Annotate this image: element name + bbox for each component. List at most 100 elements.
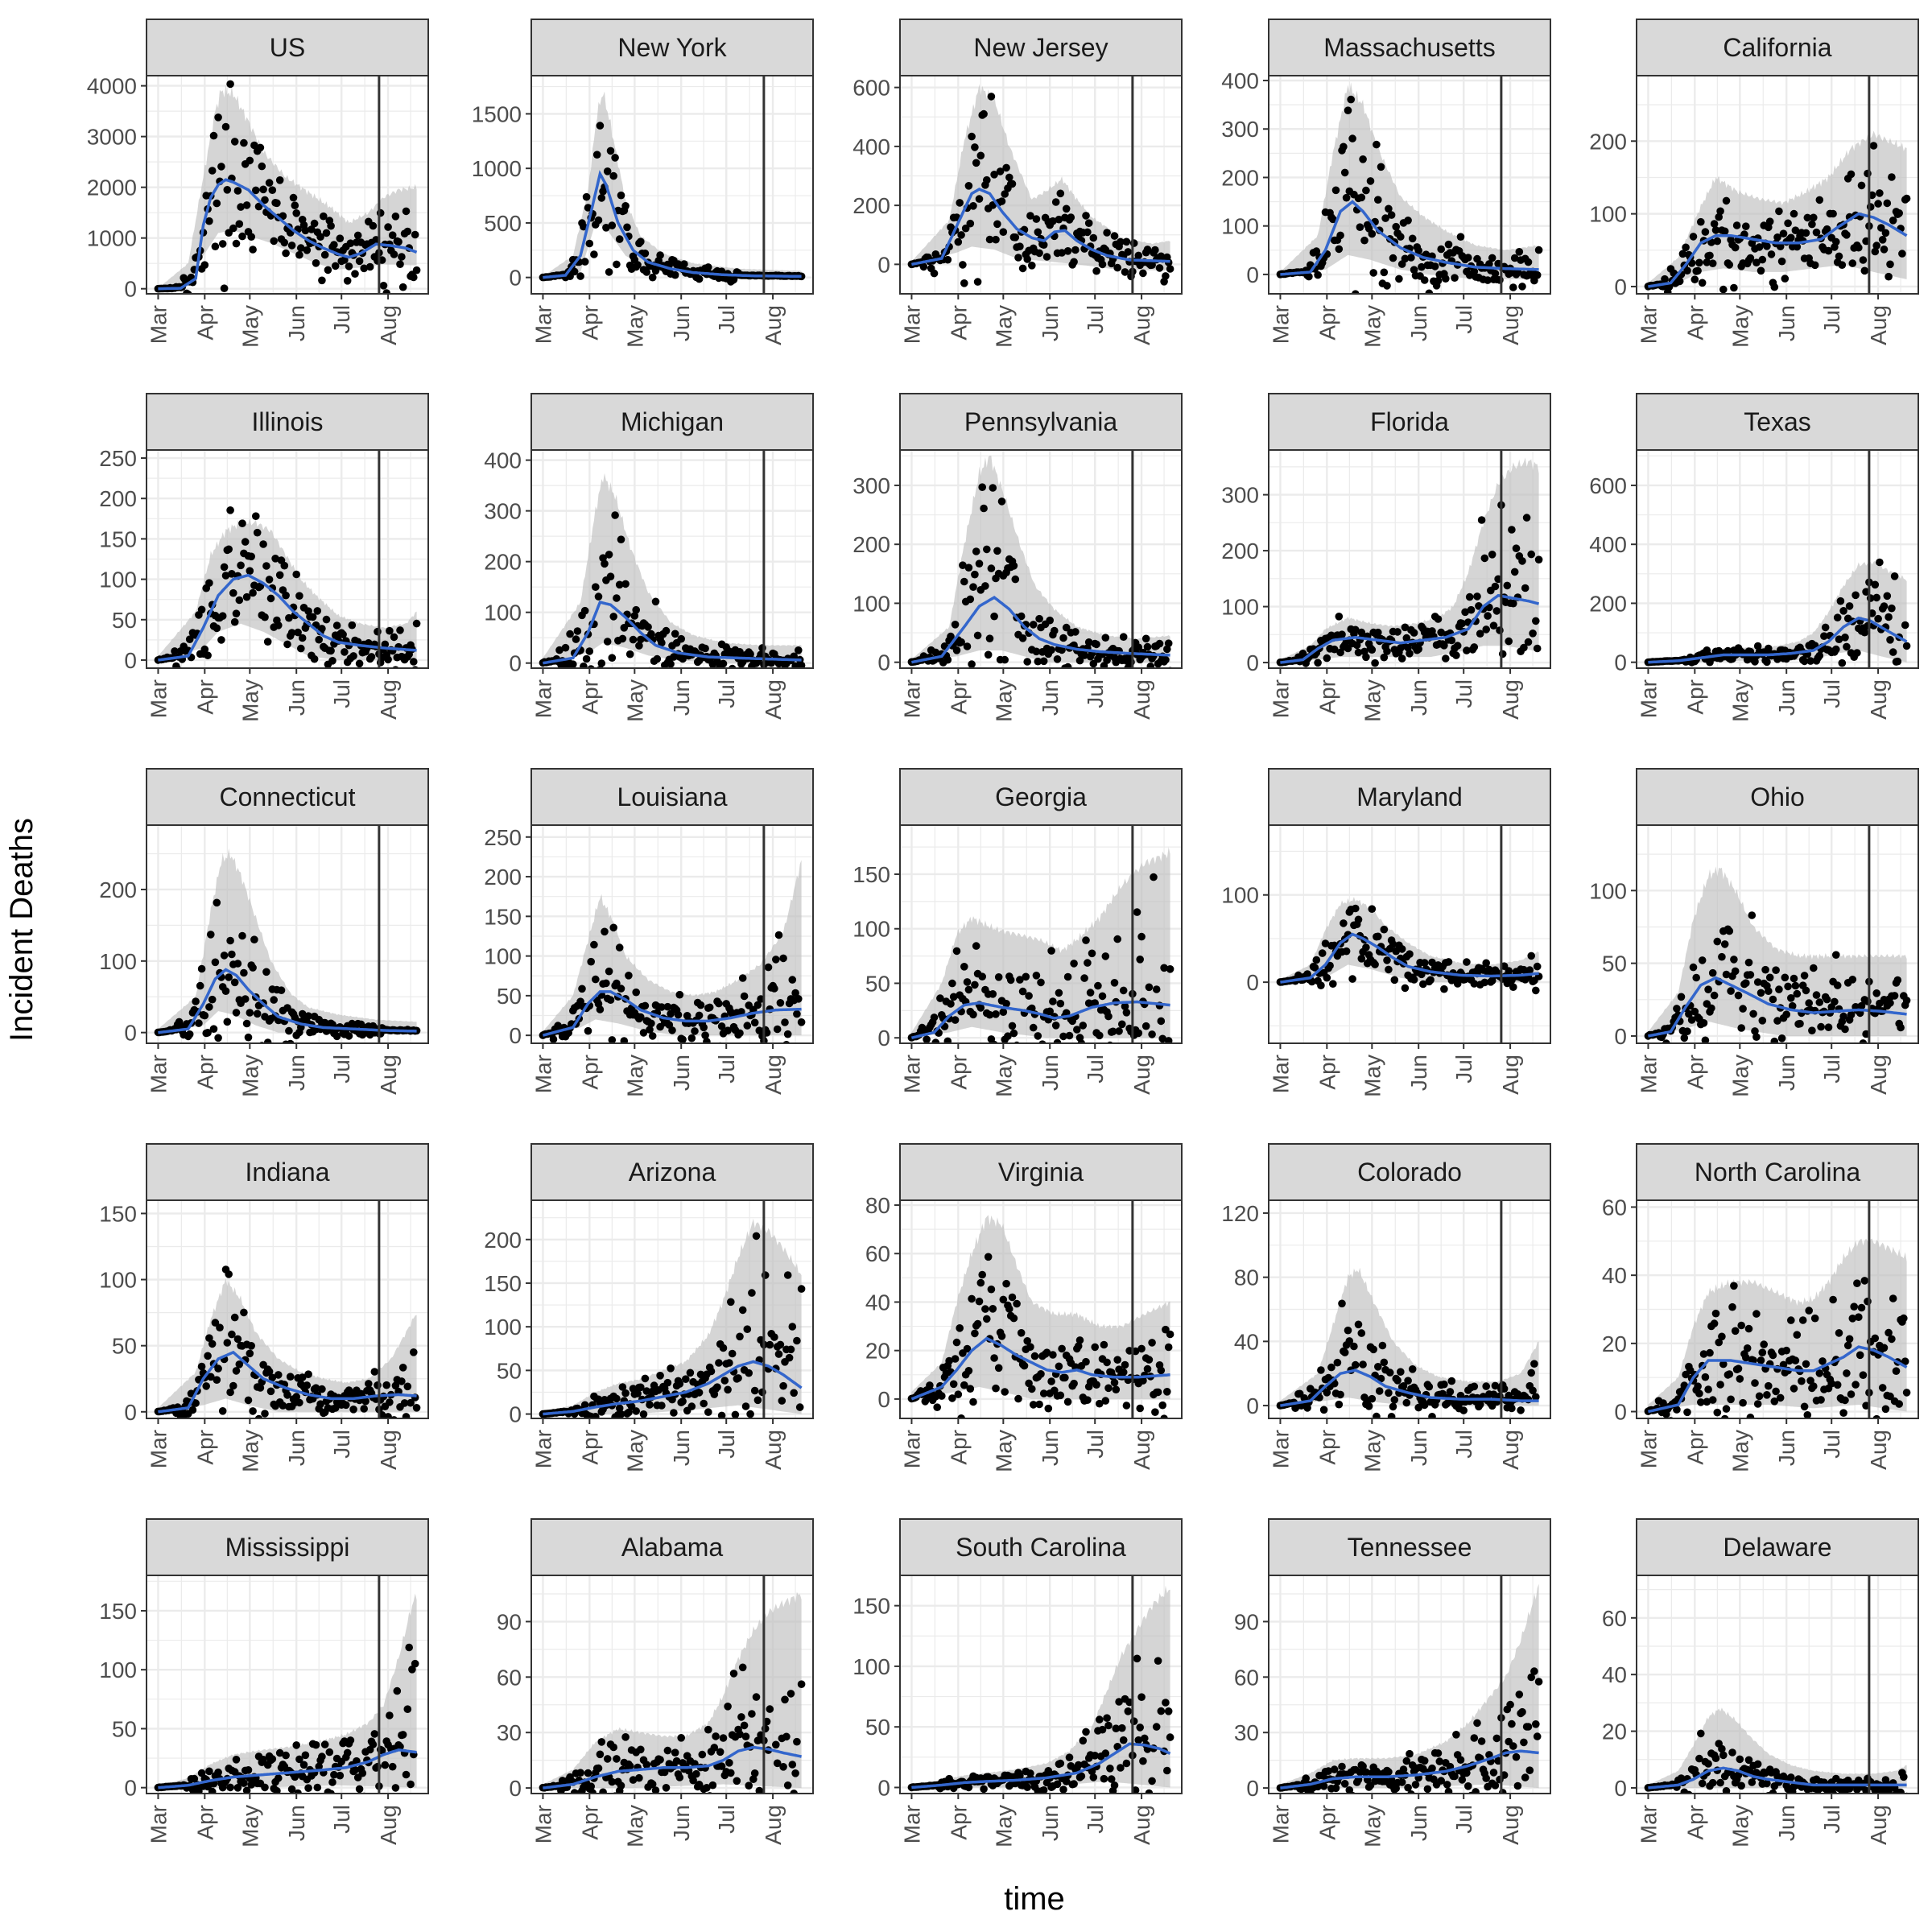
data-point xyxy=(197,964,206,973)
data-point xyxy=(261,613,269,621)
x-tick-label: Mar xyxy=(899,1055,924,1093)
data-point xyxy=(1134,643,1143,651)
data-point xyxy=(617,985,625,993)
data-point xyxy=(1071,246,1080,254)
data-point xyxy=(1902,997,1911,1005)
data-point xyxy=(1312,247,1321,255)
data-point xyxy=(990,1040,998,1043)
data-point xyxy=(615,1404,624,1413)
data-point xyxy=(1727,1395,1735,1404)
data-point xyxy=(948,979,956,988)
data-point xyxy=(648,1032,657,1040)
y-tick-label: 200 xyxy=(852,193,890,218)
data-point xyxy=(1084,959,1092,967)
data-point xyxy=(285,613,293,622)
data-point xyxy=(1900,671,1908,679)
data-point xyxy=(698,1750,707,1759)
x-tick-label: May xyxy=(622,679,647,722)
data-point xyxy=(597,194,606,202)
data-point xyxy=(258,162,266,171)
data-point xyxy=(605,551,613,559)
y-tick-label: 200 xyxy=(484,865,522,890)
data-point xyxy=(410,1348,418,1356)
data-point xyxy=(1818,1357,1827,1365)
data-point xyxy=(275,1371,283,1379)
data-point xyxy=(1889,1294,1897,1302)
data-point xyxy=(687,1034,696,1042)
data-point xyxy=(1094,981,1102,990)
data-point xyxy=(225,973,233,981)
data-point xyxy=(689,1776,697,1785)
y-tick-label: 150 xyxy=(99,526,137,551)
data-point xyxy=(1148,1030,1156,1038)
data-point xyxy=(572,635,580,643)
panel-border xyxy=(1636,824,1919,1044)
data-point xyxy=(1880,246,1889,254)
data-point xyxy=(1143,246,1152,254)
data-point xyxy=(585,239,594,248)
data-point xyxy=(1736,1375,1744,1383)
data-point xyxy=(646,1401,654,1409)
data-point xyxy=(1080,974,1088,982)
data-point xyxy=(1488,551,1496,559)
data-point xyxy=(954,237,963,246)
data-point xyxy=(1444,240,1453,249)
data-point xyxy=(1013,1299,1021,1308)
x-tick-label: May xyxy=(237,1430,262,1472)
x-tick-label: Jun xyxy=(1774,679,1799,716)
data-point xyxy=(1440,1380,1448,1389)
data-point xyxy=(786,1690,795,1698)
data-point xyxy=(292,570,301,579)
data-point xyxy=(1113,263,1121,272)
data-point xyxy=(360,264,369,273)
data-point xyxy=(214,1768,222,1777)
data-point xyxy=(410,658,418,666)
panel-title: Florida xyxy=(1370,407,1449,436)
data-point xyxy=(966,595,975,604)
data-point xyxy=(1699,1019,1708,1027)
data-point xyxy=(1434,615,1443,623)
data-point xyxy=(1452,651,1460,659)
data-point xyxy=(1678,250,1687,258)
data-point xyxy=(1442,275,1450,283)
data-point xyxy=(1800,657,1809,666)
data-point xyxy=(675,1773,684,1781)
data-point xyxy=(674,1010,683,1019)
data-point xyxy=(1694,266,1702,275)
data-point xyxy=(701,1031,709,1039)
data-point xyxy=(1402,634,1411,642)
x-tick-label: Jul xyxy=(714,305,739,334)
data-point xyxy=(1016,976,1024,984)
data-point xyxy=(782,1732,791,1741)
data-point xyxy=(343,277,352,285)
y-tick-label: 400 xyxy=(852,134,890,159)
data-point xyxy=(741,1732,750,1740)
data-point xyxy=(1893,657,1902,666)
data-point xyxy=(973,278,982,286)
data-point xyxy=(1439,1389,1447,1398)
data-point xyxy=(381,640,390,649)
y-tick-label: 40 xyxy=(1602,1263,1627,1288)
data-point xyxy=(1857,181,1866,190)
data-point xyxy=(1823,225,1831,233)
x-tick-label: Apr xyxy=(192,679,217,715)
data-point xyxy=(1022,972,1030,981)
data-point xyxy=(1053,655,1062,663)
data-point xyxy=(1886,1392,1894,1401)
data-point xyxy=(1121,268,1129,276)
data-point xyxy=(1118,1020,1126,1029)
strip-background xyxy=(1636,768,1919,826)
plot-area xyxy=(147,1200,428,1418)
data-point xyxy=(233,960,242,968)
data-point xyxy=(1371,960,1379,968)
data-point xyxy=(390,633,398,642)
x-tick-label: Jul xyxy=(329,679,354,708)
data-point xyxy=(1782,1346,1790,1355)
data-point xyxy=(381,1761,390,1769)
y-tick-label: 60 xyxy=(497,1665,522,1690)
data-point xyxy=(1659,1399,1667,1407)
data-point xyxy=(608,221,617,229)
x-tick-label: Aug xyxy=(761,679,786,720)
data-point xyxy=(1529,630,1537,638)
